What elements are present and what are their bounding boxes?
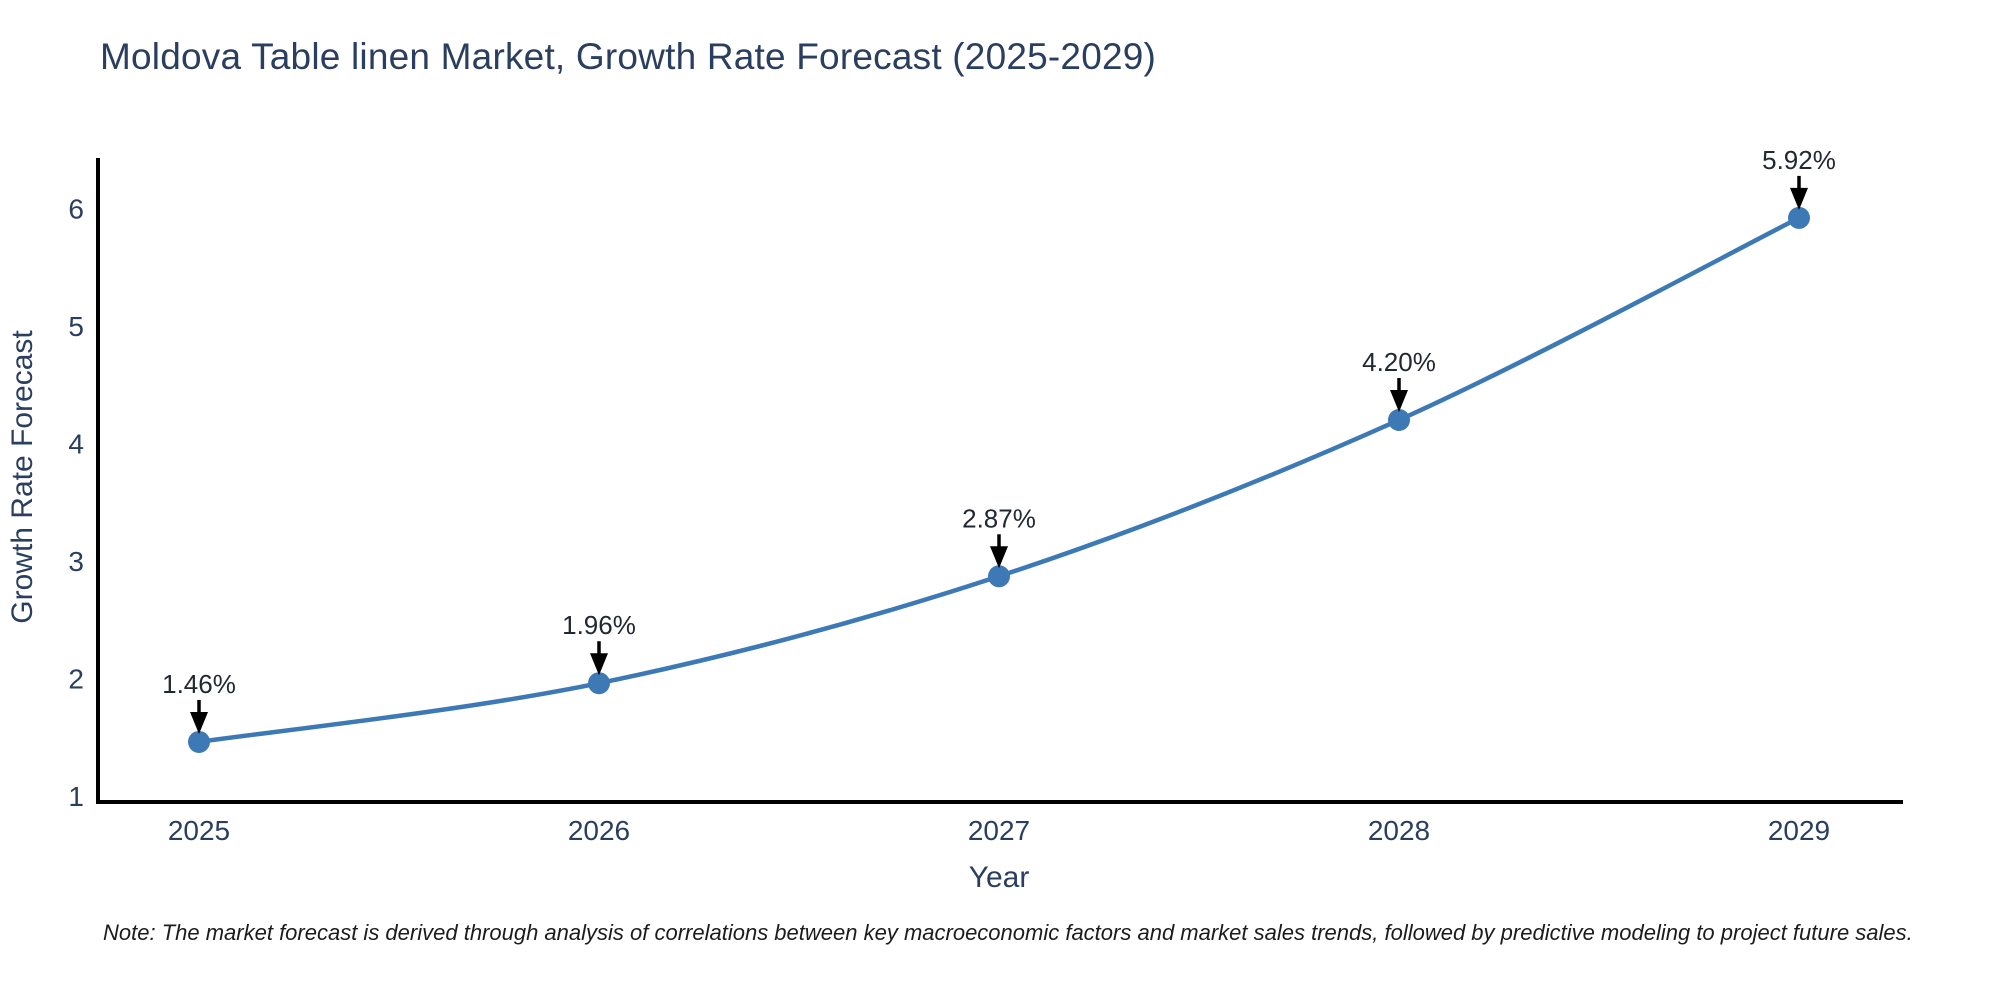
x-tick-label: 2025 <box>168 815 230 846</box>
x-tick-label: 2028 <box>1368 815 1430 846</box>
growth-line <box>196 215 1802 745</box>
y-tick-label: 2 <box>68 663 84 694</box>
data-point-2029 <box>1788 206 1810 229</box>
chart-title: Moldova Table linen Market, Growth Rate … <box>100 36 1157 77</box>
data-point-2025 <box>188 730 210 753</box>
data-point-2026 <box>588 672 610 695</box>
annotation-label: 4.20% <box>1362 347 1436 377</box>
y-tick-label: 1 <box>68 781 84 812</box>
x-tick-label: 2029 <box>1768 815 1830 846</box>
y-tick-label: 6 <box>68 193 84 224</box>
annotation-arrow-head <box>1790 187 1808 210</box>
annotation-arrow-head <box>190 711 208 734</box>
x-axis-title: Year <box>969 861 1030 894</box>
y-tick-label: 3 <box>68 546 84 577</box>
annotation-arrow-head <box>990 546 1008 569</box>
data-point-2027 <box>988 565 1010 588</box>
y-axis-title: Growth Rate Forecast <box>6 330 39 624</box>
x-tick-label: 2027 <box>968 815 1030 846</box>
y-tick-label: 5 <box>68 311 84 342</box>
annotation-label: 2.87% <box>962 503 1036 533</box>
annotation-label: 5.92% <box>1762 145 1836 175</box>
annotation-arrow-head <box>1390 390 1408 412</box>
annotation-arrow-head <box>590 653 608 676</box>
data-point-2028 <box>1388 409 1410 431</box>
y-tick-label: 4 <box>68 428 84 459</box>
x-tick-label: 2026 <box>568 815 630 846</box>
annotation-label: 1.46% <box>162 669 236 699</box>
annotation-label: 1.96% <box>562 610 636 640</box>
footnote: Note: The market forecast is derived thr… <box>103 920 1913 945</box>
